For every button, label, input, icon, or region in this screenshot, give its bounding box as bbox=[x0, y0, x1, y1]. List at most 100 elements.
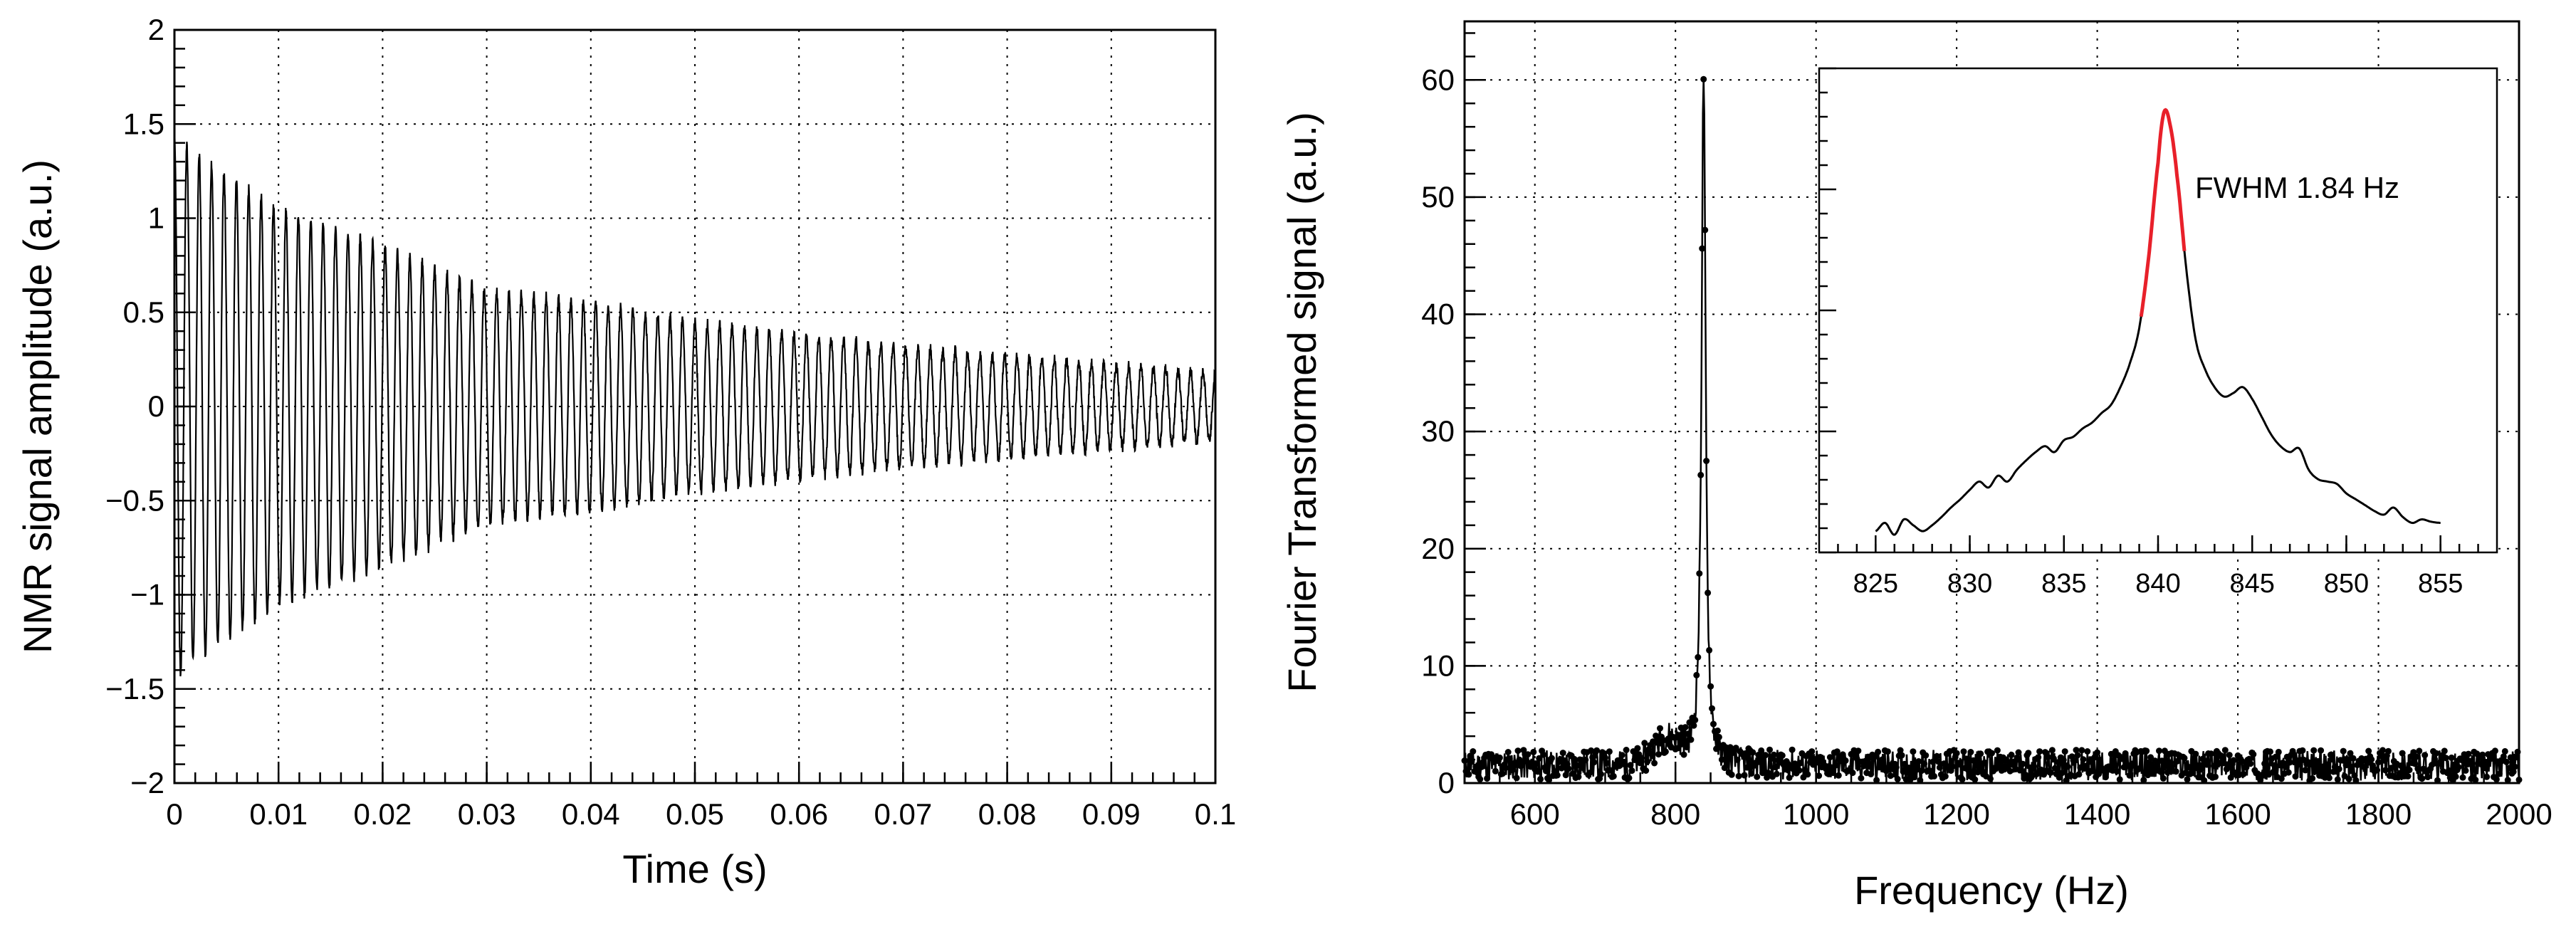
x-tick-label: 0.09 bbox=[1082, 797, 1141, 831]
fft-data-point bbox=[2436, 759, 2444, 766]
fft-data-point bbox=[2042, 749, 2048, 756]
fft-data-point bbox=[2364, 760, 2371, 767]
fft-data-point bbox=[1506, 755, 1513, 762]
fft-data-point bbox=[2019, 760, 2026, 767]
fft-data-point bbox=[2506, 765, 2513, 772]
fft-data-point bbox=[2078, 747, 2085, 754]
fft-data-point bbox=[1789, 746, 1796, 753]
fft-data-point bbox=[1559, 750, 1566, 757]
fft-data-point bbox=[1484, 775, 1491, 782]
fft-data-point bbox=[2084, 748, 2091, 755]
fft-data-point bbox=[1648, 750, 1655, 757]
fft-data-point bbox=[1754, 773, 1761, 780]
fft-data-point bbox=[2382, 767, 2389, 774]
y-tick-label: 20 bbox=[1421, 532, 1455, 565]
fft-data-point bbox=[1721, 765, 1728, 772]
fft-data-point bbox=[2126, 772, 2133, 779]
fft-data-point bbox=[1591, 759, 1598, 766]
fft-data-point bbox=[2185, 764, 2192, 770]
fft-data-point bbox=[1936, 764, 1943, 771]
fft-data-point bbox=[2482, 765, 2489, 772]
fft-data-point bbox=[2097, 756, 2103, 763]
fft-data-point bbox=[2152, 757, 2159, 765]
fft-data-point bbox=[1935, 758, 1942, 765]
fft-data-point bbox=[1696, 570, 1703, 577]
fft-data-point bbox=[1637, 760, 1644, 767]
fft-data-point bbox=[2090, 767, 2097, 775]
fft-data-point bbox=[1685, 730, 1692, 738]
fft-data-point bbox=[1910, 748, 1917, 755]
fft-data-point bbox=[1915, 758, 1922, 765]
fft-data-point bbox=[1995, 761, 2002, 768]
fft-data-point bbox=[2054, 759, 2061, 766]
right-y-axis-title: Fourier Transformed signal (a.u.) bbox=[1279, 112, 1324, 692]
fft-data-point bbox=[1897, 747, 1904, 754]
y-tick-label: −2 bbox=[130, 766, 164, 799]
fft-data-point bbox=[1770, 751, 1777, 758]
fft-data-point bbox=[1901, 760, 1908, 767]
fft-data-point bbox=[1894, 775, 1901, 782]
fft-data-point bbox=[1967, 749, 1974, 755]
fft-data-point bbox=[1530, 748, 1537, 755]
fft-data-point bbox=[2074, 752, 2081, 759]
y-tick-label: 2 bbox=[148, 13, 164, 46]
fft-data-point bbox=[1575, 773, 1582, 780]
fft-data-point bbox=[1833, 748, 1841, 755]
fft-data-point bbox=[2184, 776, 2191, 783]
fft-data-point bbox=[2290, 751, 2298, 758]
fft-data-point bbox=[2313, 764, 2320, 771]
fft-data-point bbox=[2421, 752, 2429, 759]
fft-data-point bbox=[1956, 761, 1963, 768]
fft-data-point bbox=[1683, 744, 1690, 751]
fft-data-point bbox=[2365, 747, 2372, 755]
y-tick-label: −1.5 bbox=[105, 672, 164, 705]
fft-data-point bbox=[1618, 752, 1625, 759]
fft-data-point bbox=[1502, 765, 1509, 772]
fft-data-point bbox=[2167, 759, 2174, 766]
fft-data-point bbox=[1703, 458, 1710, 464]
x-tick-label: 0.08 bbox=[978, 797, 1037, 831]
fft-data-point bbox=[2140, 777, 2147, 784]
fft-data-point bbox=[2220, 760, 2227, 767]
fft-data-point bbox=[2315, 757, 2322, 765]
fft-data-point bbox=[2036, 748, 2043, 755]
fft-data-point bbox=[1546, 777, 1552, 784]
fft-data-point bbox=[1718, 756, 1725, 763]
fft-data-point bbox=[2335, 765, 2342, 772]
fft-data-point bbox=[2352, 777, 2360, 784]
x-tick-label: 0.1 bbox=[1195, 797, 1236, 831]
fft-data-point bbox=[2239, 758, 2246, 765]
fft-data-point bbox=[1905, 765, 1912, 771]
fft-data-point bbox=[1598, 771, 1604, 778]
fft-data-point bbox=[1558, 765, 1565, 772]
fft-data-point bbox=[2328, 756, 2335, 763]
fft-data-point bbox=[2338, 757, 2345, 764]
x-tick-label: 1600 bbox=[2204, 797, 2271, 831]
right-x-axis-title: Frequency (Hz) bbox=[1854, 868, 2129, 913]
fft-data-point bbox=[2050, 755, 2057, 762]
fft-data-point bbox=[2493, 776, 2500, 783]
fft-data-point bbox=[2511, 763, 2518, 770]
inset-x-tick-label: 855 bbox=[2418, 569, 2463, 599]
fft-data-point bbox=[1892, 764, 1900, 771]
fft-data-point bbox=[2292, 773, 2299, 780]
fft-data-point bbox=[2424, 773, 2431, 780]
fft-data-point bbox=[1706, 646, 1713, 654]
fft-data-point bbox=[1700, 75, 1707, 83]
fft-data-point bbox=[2479, 751, 2486, 758]
fft-data-point bbox=[1543, 767, 1549, 775]
fft-data-point bbox=[1579, 765, 1586, 771]
fft-data-point bbox=[1499, 770, 1506, 777]
fft-data-point bbox=[2060, 757, 2067, 764]
fft-data-point bbox=[1749, 749, 1756, 756]
fft-data-point bbox=[2064, 763, 2071, 770]
fft-data-point bbox=[2181, 755, 2188, 762]
fft-data-point bbox=[1641, 740, 1648, 747]
fft-data-point bbox=[2075, 771, 2083, 778]
fft-data-point bbox=[2073, 747, 2080, 754]
fft-data-point bbox=[1537, 775, 1544, 782]
left-series bbox=[173, 133, 1217, 677]
fft-data-point bbox=[2033, 770, 2041, 777]
fft-data-point bbox=[2459, 774, 2466, 781]
fft-data-point bbox=[2031, 762, 2038, 770]
